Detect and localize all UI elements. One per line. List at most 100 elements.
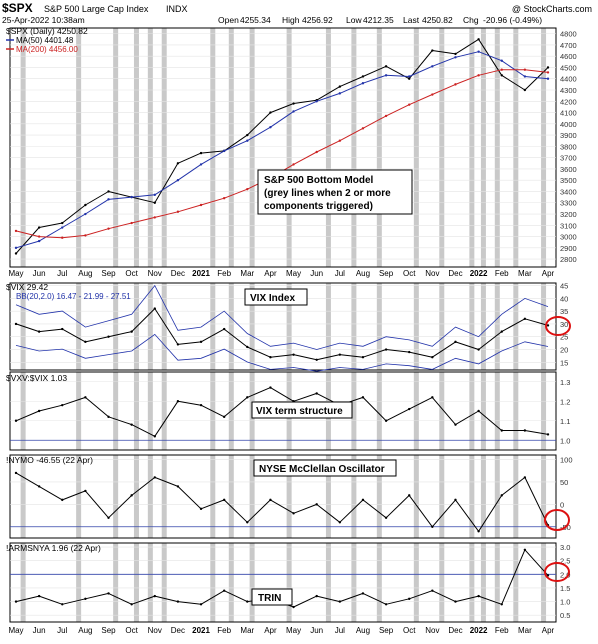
trin-x-tick-23: Apr	[542, 626, 555, 635]
price-point-2-22	[523, 68, 527, 71]
grey-band-19-price	[541, 28, 547, 267]
grey-band-16-trin	[480, 543, 486, 622]
price-x-tick-10: Mar	[240, 269, 254, 278]
price-y-tick-0: 4800	[560, 30, 577, 39]
grey-band-8-nymo	[249, 455, 255, 538]
grey-band-4-term	[147, 372, 153, 450]
trin-point-0-9	[222, 589, 226, 592]
price-point-2-10	[246, 188, 249, 191]
vix-panel-frame	[9, 282, 557, 371]
grey-band-12-price	[376, 28, 382, 267]
grey-band-17-price	[494, 28, 500, 267]
price-x-tick-7: Dec	[171, 269, 185, 278]
vix-point-0-3	[84, 340, 87, 344]
grey-band-19-term	[541, 372, 547, 450]
price-x-tick-18: Nov	[425, 269, 439, 278]
trin-x-tick-8: 2021	[192, 626, 210, 635]
grey-band-11-vix	[351, 283, 357, 370]
vix-y-tick-3: 30	[560, 320, 568, 329]
vix-point-0-15	[361, 356, 365, 359]
trin-point-0-1	[37, 594, 41, 598]
nymo-point-0-13	[315, 503, 318, 506]
grey-band-5-price	[161, 28, 167, 267]
nymo-point-0-7	[176, 485, 180, 488]
annotation-line-2: (grey lines when 2 or more	[264, 188, 391, 199]
nymo-point-0-21	[500, 494, 503, 497]
grey-band-13-price	[413, 28, 419, 267]
vix-point-0-17	[408, 350, 411, 354]
trin-x-tick-0: May	[8, 626, 23, 635]
vix-y-tick-4: 25	[560, 333, 568, 342]
term-legend-title: $VXV:$VIX 1.03	[6, 373, 67, 383]
price-point-1-23	[546, 77, 550, 80]
vix-bb-lower	[15, 333, 549, 372]
price-point-2-1	[37, 235, 41, 238]
price-y-tick-12: 3600	[560, 165, 577, 174]
trin-highlight-circle	[544, 562, 570, 582]
vix-annotation: VIX Index	[244, 288, 308, 306]
grey-band-4-price	[147, 28, 153, 267]
nymo-point-0-19	[454, 498, 457, 502]
low-value: 4212.35	[363, 15, 394, 25]
grey-band-14-term	[439, 372, 445, 450]
price-legend-title: $SPX (Daily) 4250.82	[6, 26, 88, 36]
vix-point-0-14	[338, 353, 342, 356]
price-point-2-12	[292, 163, 295, 166]
bottom-model-annotation: S&P 500 Bottom Model (grey lines when 2 …	[257, 169, 413, 215]
trin-x-tick-9: Feb	[217, 626, 231, 635]
grey-band-3-nymo	[133, 455, 139, 538]
price-point-2-4	[107, 227, 110, 230]
trin-y-tick-3: 1.5	[560, 584, 570, 593]
term-point-0-23	[546, 433, 550, 436]
price-point-0-0	[14, 252, 18, 255]
grey-band-5-vix	[161, 283, 167, 370]
grey-band-2-price	[113, 28, 119, 267]
term-point-0-0	[14, 419, 18, 422]
price-point-0-12	[292, 102, 295, 105]
price-x-tick-20: 2022	[470, 269, 488, 278]
price-point-2-5	[130, 221, 133, 225]
open-label: Open	[218, 15, 239, 25]
term-point-0-17	[408, 407, 411, 411]
term-point-0-21	[500, 429, 503, 432]
term-point-0-1	[37, 409, 41, 413]
trin-point-0-21	[500, 603, 503, 606]
price-point-0-18	[431, 49, 434, 52]
nymo-point-0-17	[408, 494, 411, 497]
price-point-0-14	[338, 85, 342, 88]
price-point-0-17	[408, 77, 411, 80]
term-point-0-18	[431, 396, 434, 399]
price-point-2-17	[408, 103, 411, 106]
price-point-2-13	[315, 150, 318, 154]
vix-point-0-9	[222, 327, 226, 331]
price-point-1-20	[477, 50, 480, 53]
trin-point-0-2	[61, 603, 64, 606]
trin-x-tick-20: 2022	[470, 626, 488, 635]
chg-value: -20.96 (-0.49%)	[483, 15, 542, 25]
nymo-point-0-14	[338, 521, 342, 524]
high-label: High	[282, 15, 300, 25]
term-point-0-20	[477, 409, 480, 413]
price-series-0	[15, 38, 549, 254]
price-point-2-8	[199, 203, 203, 207]
nymo-y-tick-2: 0	[560, 500, 564, 509]
term-point-0-22	[523, 429, 527, 432]
price-point-2-6	[153, 216, 156, 219]
nymo-panel-frame	[9, 454, 557, 539]
term-point-0-6	[153, 435, 156, 438]
term-point-0-16	[384, 419, 388, 422]
trin-x-tick-15: Aug	[356, 626, 370, 635]
grey-band-8-vix	[249, 283, 255, 370]
term-point-0-11	[269, 386, 272, 389]
grey-band-15-nymo	[469, 455, 475, 538]
price-x-tick-1: Jun	[33, 269, 46, 278]
vix-point-0-20	[477, 348, 480, 351]
price-y-tick-13: 3500	[560, 176, 577, 185]
trin-y-tick-4: 1.0	[560, 598, 570, 607]
price-point-0-11	[269, 111, 272, 114]
price-x-tick-0: May	[8, 269, 23, 278]
trin-x-tick-2: Jul	[57, 626, 67, 635]
trin-point-0-13	[315, 594, 318, 598]
price-point-1-3	[84, 212, 87, 216]
price-point-0-4	[107, 190, 110, 193]
